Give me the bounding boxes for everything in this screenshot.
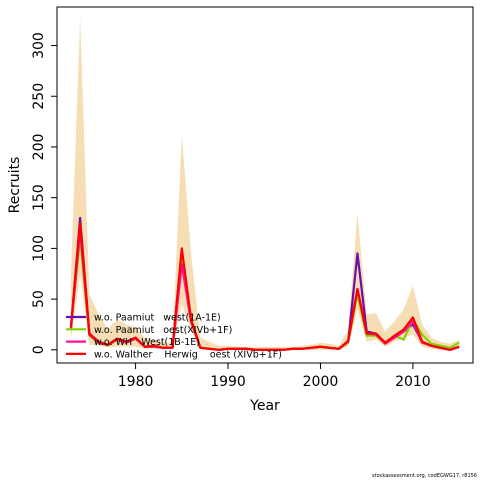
x-axis-label: Year [249, 398, 280, 414]
y-axis-label: Recruits [7, 157, 23, 214]
legend-label-1: w.o. Paamiut west(1A-1E) [94, 313, 221, 324]
plot-frame [56, 6, 474, 364]
confidence-band-layer [70, 17, 460, 350]
legend-label-4: w.o. Walther Herwig oest (XIVb+1F) [94, 349, 282, 360]
y-tick-label: 200 [31, 134, 47, 161]
x-tick-label: 2000 [303, 374, 339, 390]
legend: w.o. Paamiut west(1A-1E)w.o. Paamiut oes… [66, 313, 282, 360]
y-tick-label: 300 [31, 32, 47, 59]
y-tick-label: 0 [31, 345, 47, 354]
y-tick-label: 100 [31, 235, 47, 262]
series-line-4 [69, 221, 460, 351]
footnote: stockassessment.org, codEGWG17, r8156 [372, 473, 477, 479]
y-tick-label: 50 [31, 290, 47, 308]
x-tick-label: 2010 [395, 374, 431, 390]
confidence-band [70, 17, 460, 350]
y-axis: 0 50 100 150 200 250 300 [31, 32, 57, 354]
series-layer [69, 216, 460, 351]
y-tick-label: 250 [31, 83, 47, 110]
x-axis: 1980 1990 2000 2010 [118, 363, 431, 390]
x-tick-label: 1980 [118, 374, 154, 390]
legend-label-3: w.o. WH West(1B-1E) [94, 337, 200, 348]
x-tick-label: 1990 [210, 374, 246, 390]
y-tick-label: 150 [31, 184, 47, 211]
legend-label-2: w.o. Paamiut oest(XIVb+1F) [94, 325, 232, 336]
